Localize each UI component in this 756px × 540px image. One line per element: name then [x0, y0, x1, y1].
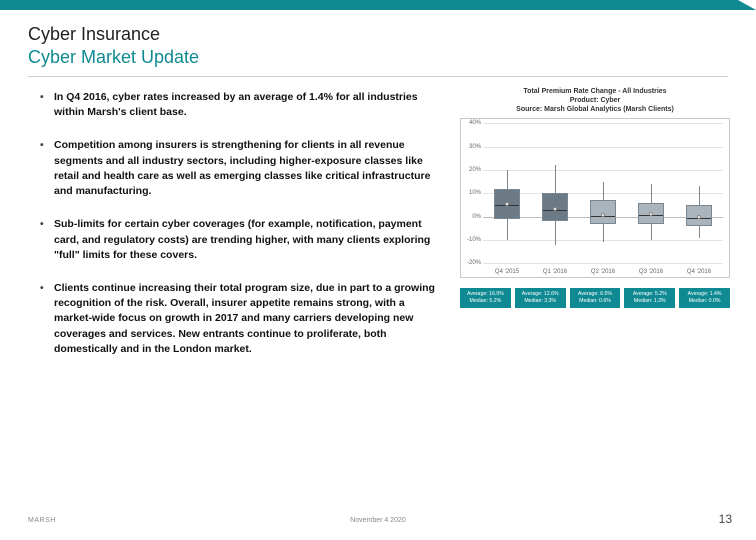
y-axis-label: -20%	[463, 260, 481, 266]
boxplot-chart: -20% -10% 0% 10% 20% 30% 40% Q4 '2015 Q1 '2016 Q2…	[460, 118, 730, 278]
y-axis-label: 30%	[463, 144, 481, 150]
median-marker	[553, 207, 557, 211]
y-axis-label: 20%	[463, 167, 481, 173]
x-axis-label: Q4 '2015	[495, 269, 519, 275]
title-line-2: Cyber Market Update	[28, 47, 199, 68]
gridline	[483, 263, 723, 264]
x-axis-label: Q1 '2016	[543, 269, 567, 275]
footer-brand: MARSH	[28, 517, 56, 524]
y-axis-label: 10%	[463, 190, 481, 196]
stat-badge: Average: 6.5%Median: 0.6%	[570, 288, 621, 308]
stat-badge: Average: 5.2%Median: 1.3%	[624, 288, 675, 308]
box	[590, 200, 616, 223]
title-line-1: Cyber Insurance	[28, 24, 199, 45]
median-marker	[649, 212, 653, 216]
list-item: In Q4 2016, cyber rates increased by an …	[40, 90, 436, 120]
median-marker	[697, 215, 701, 219]
median-marker	[601, 213, 605, 217]
chart-title-l1: Total Premium Rate Change - All Industri…	[523, 88, 666, 95]
stat-badge: Average: 1.4%Median: 0.0%	[679, 288, 730, 308]
footer-date: November 4 2020	[350, 517, 406, 524]
chart-title-l3: Source: Marsh Global Analytics (Marsh Cl…	[516, 106, 674, 113]
y-axis-label: -10%	[463, 237, 481, 243]
stats-row: Average: 16.9%Median: 5.2%Average: 12.6%…	[460, 288, 730, 308]
gridline	[483, 147, 723, 148]
y-axis-label: 40%	[463, 120, 481, 126]
x-axis-label: Q4 '2016	[687, 269, 711, 275]
list-item: Competition among insurers is strengthen…	[40, 138, 436, 199]
top-accent-bar	[0, 0, 756, 10]
chart-title-l2: Product: Cyber	[570, 97, 621, 104]
page-number: 13	[719, 512, 732, 526]
chart-container: Total Premium Rate Change - All Industri…	[460, 88, 730, 308]
divider	[28, 76, 728, 77]
x-axis-label: Q2 '2016	[591, 269, 615, 275]
list-item: Sub-limits for certain cyber coverages (…	[40, 217, 436, 263]
slide: Cyber Insurance Cyber Market Update In Q…	[0, 0, 756, 540]
stat-badge: Average: 16.9%Median: 5.2%	[460, 288, 511, 308]
chart-title: Total Premium Rate Change - All Industri…	[460, 88, 730, 114]
stat-badge: Average: 12.6%Median: 3.3%	[515, 288, 566, 308]
bullet-list: In Q4 2016, cyber rates increased by an …	[40, 90, 436, 375]
list-item: Clients continue increasing their total …	[40, 281, 436, 357]
gridline	[483, 170, 723, 171]
median-marker	[505, 202, 509, 206]
gridline	[483, 123, 723, 124]
x-axis-label: Q3 '2016	[639, 269, 663, 275]
y-axis-label: 0%	[463, 214, 481, 220]
slide-header: Cyber Insurance Cyber Market Update	[28, 24, 199, 68]
